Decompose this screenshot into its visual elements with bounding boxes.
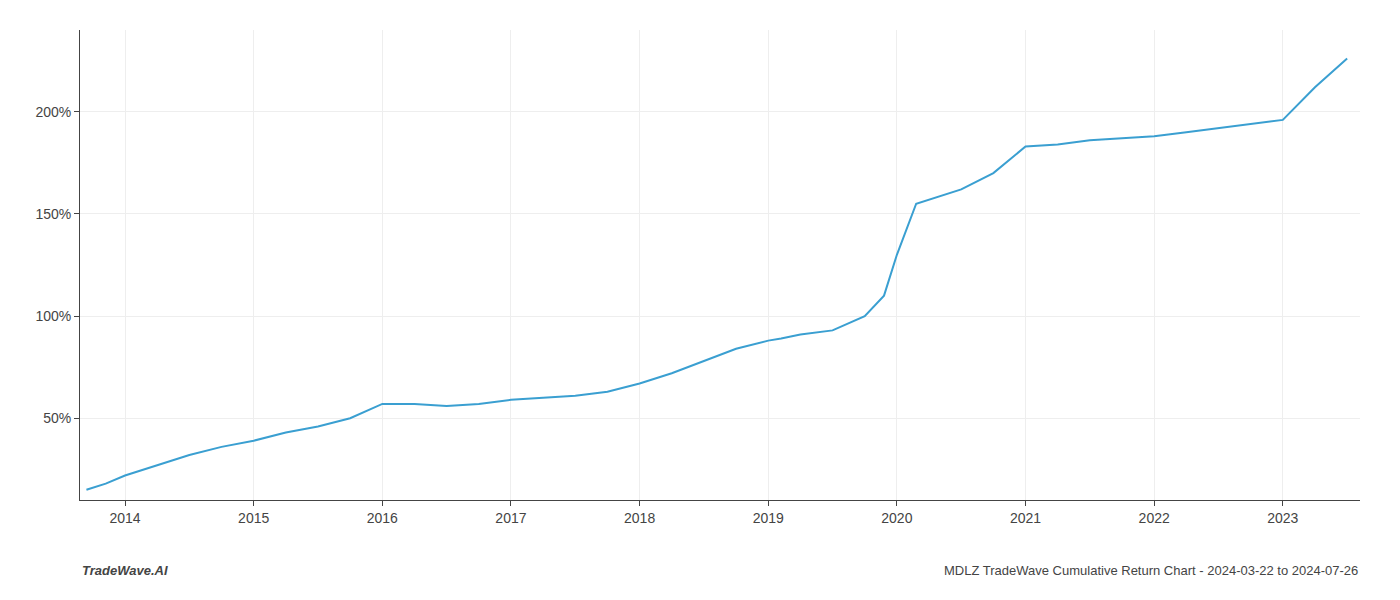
svg-text:100%: 100% — [35, 308, 71, 324]
svg-text:2016: 2016 — [367, 510, 398, 526]
svg-text:2018: 2018 — [624, 510, 655, 526]
svg-text:50%: 50% — [43, 410, 71, 426]
svg-text:2014: 2014 — [109, 510, 140, 526]
svg-text:2019: 2019 — [753, 510, 784, 526]
svg-text:2015: 2015 — [238, 510, 269, 526]
svg-text:150%: 150% — [35, 206, 71, 222]
svg-text:2017: 2017 — [495, 510, 526, 526]
svg-text:2021: 2021 — [1010, 510, 1041, 526]
svg-text:2022: 2022 — [1139, 510, 1170, 526]
svg-text:MDLZ TradeWave Cumulative Retu: MDLZ TradeWave Cumulative Return Chart -… — [944, 563, 1358, 578]
svg-text:2023: 2023 — [1267, 510, 1298, 526]
svg-text:TradeWave.AI: TradeWave.AI — [82, 563, 168, 578]
svg-text:2020: 2020 — [881, 510, 912, 526]
svg-text:200%: 200% — [35, 104, 71, 120]
